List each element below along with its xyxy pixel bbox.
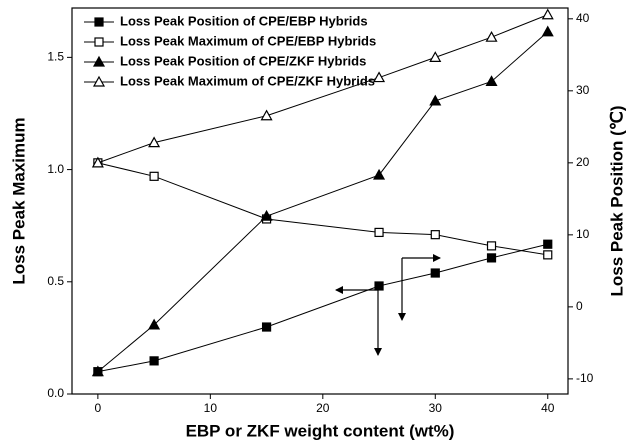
y-tick-label: 0.0 [47, 386, 64, 400]
marker [430, 268, 440, 278]
marker [486, 241, 497, 251]
y2-tick-label: 10 [576, 227, 590, 241]
legend-marker [92, 55, 106, 67]
marker [429, 94, 442, 106]
marker [149, 356, 159, 366]
marker [91, 365, 104, 377]
y2-tick-label: 20 [576, 155, 590, 169]
marker [373, 71, 386, 83]
x-tick-label: 0 [95, 401, 102, 415]
y-tick-label: 0.5 [47, 274, 64, 288]
legend-marker [92, 75, 106, 87]
y-axis-title: Loss Peak Maximum [9, 117, 28, 284]
annotation-arrows [335, 254, 441, 356]
marker [543, 250, 553, 260]
y-tick-label: 1.5 [47, 50, 64, 64]
legend-marker [94, 37, 104, 47]
x-tick-label: 10 [204, 401, 218, 415]
marker [260, 109, 273, 121]
marker [261, 322, 272, 332]
legend-label: Loss Peak Maximum of CPE/ZKF Hybrids [120, 73, 375, 88]
marker [485, 75, 498, 87]
legend-marker [94, 17, 104, 27]
legend-label: Loss Peak Maximum of CPE/EBP Hybrids [120, 33, 376, 48]
x-tick-label: 30 [429, 401, 443, 415]
legend-label: Loss Peak Position of CPE/EBP Hybrids [120, 13, 368, 28]
marker [429, 51, 442, 62]
x-tick-label: 20 [316, 401, 330, 415]
legend-label: Loss Peak Position of CPE/ZKF Hybrids [120, 53, 366, 68]
marker [430, 230, 440, 240]
x-axis-title: EBP or ZKF weight content (wt%) [186, 421, 455, 440]
y2-tick-label: 30 [576, 83, 590, 97]
x-tick-label: 40 [541, 401, 555, 415]
y2-tick-label: 0 [576, 299, 583, 313]
plot-frame [71, 7, 569, 395]
y2-axis-title: Loss Peak Position (℃) [607, 105, 626, 296]
marker [373, 168, 386, 180]
marker [374, 227, 384, 238]
marker [148, 136, 161, 148]
marker [260, 209, 273, 221]
y2-tick-label: 40 [576, 11, 590, 25]
series-line [97, 162, 548, 256]
marker [91, 156, 104, 168]
marker [541, 25, 554, 37]
series-line [97, 243, 548, 373]
marker [148, 318, 161, 330]
marker [485, 30, 498, 42]
y-tick-label: 1.0 [47, 162, 64, 176]
marker [541, 8, 554, 20]
y2-tick-label: -10 [576, 371, 594, 385]
marker [374, 281, 384, 291]
marker [486, 253, 497, 263]
marker [543, 239, 553, 249]
marker [149, 171, 159, 181]
